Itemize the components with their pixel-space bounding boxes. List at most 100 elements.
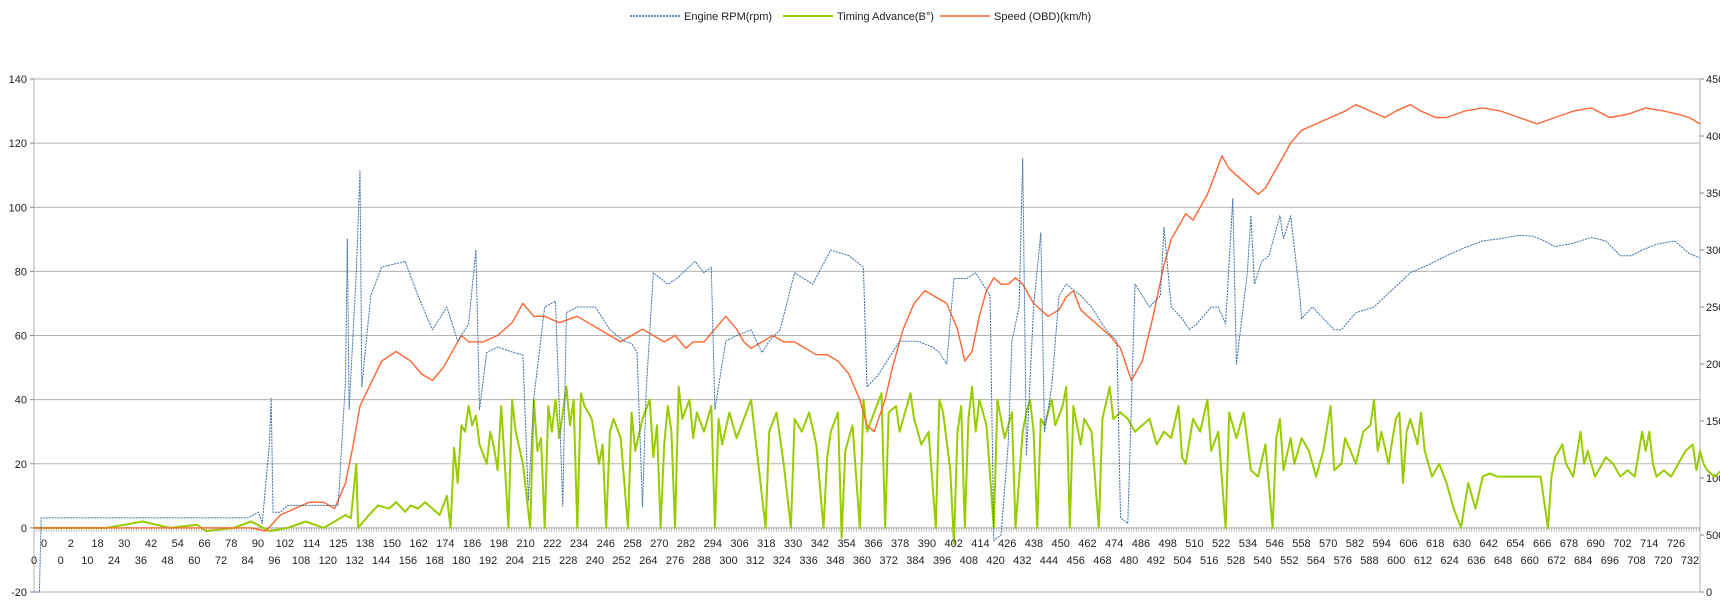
series-lines: [34, 104, 1720, 593]
x-tick-label-lower: 660: [1521, 555, 1539, 567]
x-tick-label-upper: 174: [436, 538, 454, 550]
x-tick-label-upper: 258: [623, 538, 641, 550]
x-tick-label-upper: 558: [1292, 538, 1310, 550]
x-tick-label-lower: 312: [746, 555, 764, 567]
series-line-0: [34, 158, 1701, 593]
x-tick-label-upper: 125: [329, 538, 347, 550]
x-tick-label-lower: 192: [479, 555, 497, 567]
x-tick-label-lower: 456: [1066, 555, 1084, 567]
x-tick-label-lower: 408: [960, 555, 978, 567]
x-tick-label-upper: 198: [490, 538, 508, 550]
x-tick-label-upper: 2: [68, 538, 74, 550]
x-tick-label-lower: 696: [1601, 555, 1619, 567]
x-tick-label-upper: 54: [172, 538, 184, 550]
x-tick-label-lower: 336: [799, 555, 817, 567]
left-tick-label: 80: [15, 266, 27, 278]
x-tick-label-lower: 60: [188, 555, 200, 567]
right-tick-label: 1500: [1706, 416, 1720, 428]
x-tick-label-upper: 186: [463, 538, 481, 550]
x-tick-label-upper: 162: [409, 538, 427, 550]
x-tick-label-upper: 414: [971, 538, 989, 550]
legend: Engine RPM(rpm) Timing Advance(B°) Speed (…: [630, 11, 1091, 23]
x-tick-label-lower: 168: [425, 555, 443, 567]
x-tick-label-lower: 108: [292, 555, 310, 567]
left-tick-label: 60: [15, 331, 27, 343]
x-tick-label-upper: 66: [198, 538, 210, 550]
x-tick-label-upper: 402: [944, 538, 962, 550]
x-tick-label-upper: 594: [1373, 538, 1391, 550]
x-tick-label-lower: 444: [1040, 555, 1058, 567]
x-tick-label-lower: 324: [773, 555, 791, 567]
x-tick-label-upper: 318: [757, 538, 775, 550]
x-tick-label-lower: 10: [81, 555, 93, 567]
x-tick-label-lower: 24: [108, 555, 120, 567]
x-tick-label-upper: 606: [1399, 538, 1417, 550]
left-tick-label: 0: [21, 523, 27, 535]
x-tick-label-upper: 522: [1212, 538, 1230, 550]
x-tick-label-lower: 684: [1574, 555, 1592, 567]
x-tick-label-lower: 600: [1387, 555, 1405, 567]
x-tick-label-upper: 498: [1158, 538, 1176, 550]
series-line-2: [34, 104, 1701, 532]
left-tick-label: 20: [15, 459, 27, 471]
x-tick-label-lower: 252: [612, 555, 630, 567]
x-tick-label-upper: 354: [837, 538, 855, 550]
x-tick-label-lower: 48: [161, 555, 173, 567]
x-tick-label-lower: 132: [345, 555, 363, 567]
x-tick-label-lower: 576: [1334, 555, 1352, 567]
x-tick-label-upper: 462: [1078, 538, 1096, 550]
x-tick-label-lower: 228: [559, 555, 577, 567]
x-tick-label-upper: 78: [225, 538, 237, 550]
x-tick-label-lower: 0: [58, 555, 64, 567]
x-tick-label-lower: 720: [1654, 555, 1672, 567]
x-tick-label-lower: 636: [1467, 555, 1485, 567]
left-tick-label: 100: [9, 202, 27, 214]
x-tick-label-upper: 390: [918, 538, 936, 550]
right-tick-label: 3000: [1706, 245, 1720, 257]
x-tick-label-upper: 714: [1640, 538, 1658, 550]
x-tick-label-upper: 210: [516, 538, 534, 550]
x-tick-label-upper: 438: [1025, 538, 1043, 550]
x-tick-label-upper: 234: [570, 538, 588, 550]
x-tick-label-upper: 342: [811, 538, 829, 550]
axes: -200204060801001201400500100015002000250…: [9, 74, 1720, 599]
x-tick-label-upper: 618: [1426, 538, 1444, 550]
x-tick-label-upper: 294: [704, 538, 722, 550]
x-tick-label-lower: 240: [586, 555, 604, 567]
series-line-1: [34, 385, 1720, 545]
x-tick-label-upper: 426: [998, 538, 1016, 550]
x-tick-label-lower: 468: [1093, 555, 1111, 567]
x-tick-label-lower: 360: [853, 555, 871, 567]
x-tick-label-upper: 378: [891, 538, 909, 550]
left-tick-label: 140: [9, 74, 27, 86]
x-tick-label-upper: 18: [91, 538, 103, 550]
x-tick-label-upper: 30: [118, 538, 130, 550]
legend-label-2: Speed (OBD)(km/h): [994, 11, 1091, 23]
x-tick-label-upper: 450: [1051, 538, 1069, 550]
x-tick-label-upper: 630: [1453, 538, 1471, 550]
x-tick-label-lower: 516: [1200, 555, 1218, 567]
x-tick-label-upper: 510: [1185, 538, 1203, 550]
x-tick-label-lower: 372: [880, 555, 898, 567]
x-tick-label-lower: 276: [666, 555, 684, 567]
x-tick-label-upper: 690: [1587, 538, 1605, 550]
x-tick-label-lower: 84: [242, 555, 254, 567]
x-tick-label-lower: 215: [532, 555, 550, 567]
left-tick-label: 120: [9, 138, 27, 150]
right-tick-label: 4500: [1706, 74, 1720, 86]
x-tick-label-lower: 36: [135, 555, 147, 567]
x-tick-label-upper: 90: [252, 538, 264, 550]
right-tick-label: 500: [1706, 530, 1720, 542]
x-tick-label-upper: 222: [543, 538, 561, 550]
x-tick-label-lower: 624: [1440, 555, 1458, 567]
x-tick-label-upper: 546: [1266, 538, 1284, 550]
x-tick-label-upper: 570: [1319, 538, 1337, 550]
x-tick-label-lower: 528: [1227, 555, 1245, 567]
x-tick-label-lower: 144: [372, 555, 390, 567]
right-tick-label: 2000: [1706, 359, 1720, 371]
x-tick-label-lower: 708: [1627, 555, 1645, 567]
x-tick-label-upper: 642: [1480, 538, 1498, 550]
x-tick-label-upper: 42: [145, 538, 157, 550]
x-tick-label-upper: 666: [1533, 538, 1551, 550]
